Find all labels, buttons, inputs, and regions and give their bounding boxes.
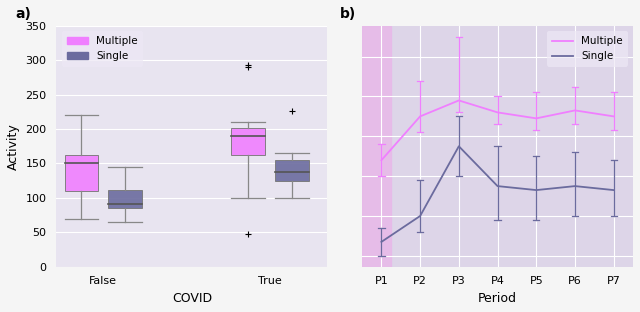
Bar: [108, 190, 142, 208]
Single: [416, 214, 424, 218]
Multiple: [378, 158, 385, 162]
Bar: [232, 128, 265, 154]
Text: a): a): [16, 7, 31, 21]
Bar: [65, 154, 98, 191]
Multiple: [493, 110, 501, 114]
Text: b): b): [340, 7, 356, 21]
Legend: Multiple, Single: Multiple, Single: [61, 31, 143, 66]
Single: [610, 188, 618, 192]
Multiple: [532, 116, 540, 120]
Bar: [275, 160, 308, 181]
Legend: Multiple, Single: Multiple, Single: [547, 31, 628, 66]
Single: [493, 184, 501, 188]
X-axis label: Period: Period: [478, 292, 517, 305]
Single: [378, 240, 385, 244]
Single: [571, 184, 579, 188]
Line: Single: Single: [381, 146, 614, 242]
Line: Multiple: Multiple: [381, 100, 614, 160]
Multiple: [455, 99, 463, 102]
Y-axis label: Activity: Activity: [7, 123, 20, 170]
X-axis label: COVID: COVID: [172, 292, 212, 305]
Single: [532, 188, 540, 192]
Single: [455, 144, 463, 148]
Multiple: [571, 109, 579, 112]
Bar: [362, 26, 391, 267]
Multiple: [416, 115, 424, 118]
Multiple: [610, 115, 618, 118]
